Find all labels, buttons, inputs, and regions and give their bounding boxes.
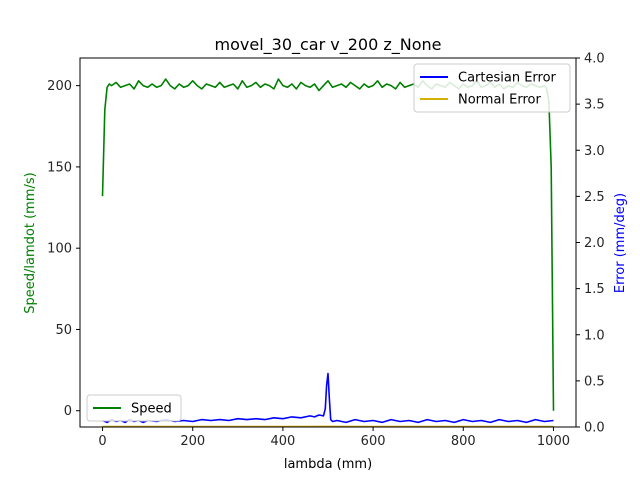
y-left-tick-label: 50	[55, 323, 72, 338]
y-right-tick-label: 4.0	[584, 52, 605, 67]
y-right-tick-label: 0.0	[584, 421, 605, 436]
x-tick-label: 400	[270, 434, 295, 449]
y-left-tick-label: 100	[47, 242, 72, 257]
x-tick-label: 200	[180, 434, 205, 449]
legend-box	[86, 394, 182, 422]
x-tick-label: 1000	[537, 434, 570, 449]
y-right-tick-label: 0.5	[584, 374, 605, 389]
y-right-tick-label: 2.0	[584, 236, 605, 251]
y-left-tick-label: 200	[47, 79, 72, 94]
plot-frame	[79, 57, 577, 428]
legend-label-cartesian-error: Cartesian Error	[458, 71, 557, 86]
x-axis-title: lambda (mm)	[284, 457, 372, 472]
x-tick-label: 600	[361, 434, 386, 449]
y-right-tick-label: 3.5	[584, 98, 605, 113]
legend-box	[413, 63, 571, 113]
y-right-tick-label: 2.5	[584, 190, 605, 205]
y-left-tick-label: 150	[47, 160, 72, 175]
x-tick-label: 0	[98, 434, 106, 449]
y-axis-title-right: Error (mm/deg)	[613, 193, 628, 293]
series-line-speed	[101, 78, 555, 411]
y-right-tick-label: 3.0	[584, 144, 605, 159]
y-right-tick-label: 1.0	[584, 328, 605, 343]
legend-label-speed: Speed	[131, 402, 172, 417]
legend-label-normal-error: Normal Error	[458, 93, 542, 108]
chart-title: movel_30_car v_200 z_None	[215, 35, 442, 55]
x-tick-label: 800	[451, 434, 476, 449]
y-left-tick-label: 0	[64, 404, 72, 419]
y-axis-title-left: Speed/lamdot (mm/s)	[23, 172, 38, 313]
y-right-tick-label: 1.5	[584, 282, 605, 297]
